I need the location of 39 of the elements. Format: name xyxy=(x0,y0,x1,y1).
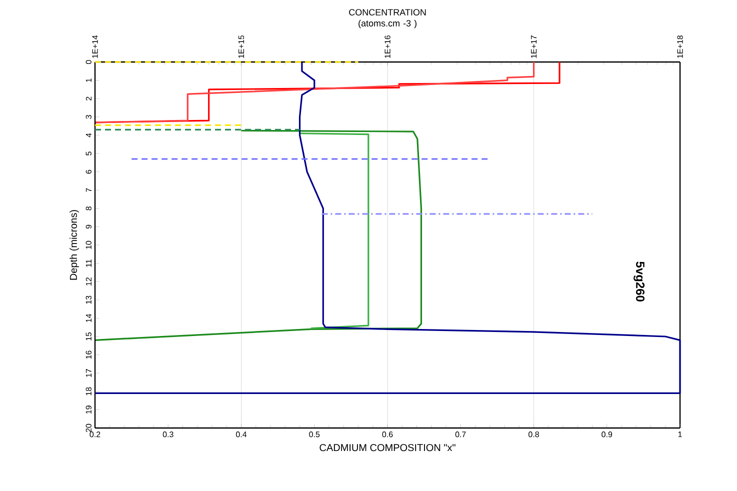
y-tick-label: 14 xyxy=(86,314,92,322)
y-tick-label: 2 xyxy=(86,96,92,100)
x-tick-label: 0.6 xyxy=(382,432,393,438)
x2-axis-title: CONCENTRATION (atoms.cm -3 ) xyxy=(349,9,426,28)
y-tick-label: 3 xyxy=(86,115,92,119)
y-tick-label: 15 xyxy=(86,332,92,340)
y-tick-label: 16 xyxy=(86,350,92,359)
x-tick-label: 0.4 xyxy=(236,432,247,438)
y-tick-label: 20 xyxy=(86,424,92,432)
x-tick-label: 1 xyxy=(678,432,682,438)
y-tick-label: 7 xyxy=(86,188,92,192)
y-tick-label: 5 xyxy=(86,152,92,156)
y-tick-label: 13 xyxy=(86,296,92,304)
y-tick-label: 8 xyxy=(86,206,92,210)
y-tick-label: 6 xyxy=(86,170,92,174)
y-tick-label: 18 xyxy=(86,387,92,396)
x2-tick-label: 1E+15 xyxy=(238,35,244,58)
y-axis-title: Depth (microns) xyxy=(70,210,79,280)
x2-tick-label: 1E+16 xyxy=(384,35,390,58)
x-tick-label: 0.3 xyxy=(162,432,174,438)
x-axis-title: CADMIUM COMPOSITION "x" xyxy=(320,444,456,452)
y-tick-label: 0 xyxy=(86,60,92,64)
y-tick-label: 11 xyxy=(86,260,92,267)
y-tick-label: 17 xyxy=(86,369,92,377)
x-tick-label: 0.8 xyxy=(528,432,539,438)
y-tick-label: 1 xyxy=(86,78,92,82)
y-tick-label: 9 xyxy=(86,224,92,229)
y-tick-label: 10 xyxy=(86,240,92,249)
x-tick-label: 0.2 xyxy=(90,432,100,438)
x-tick-label: 0.5 xyxy=(309,432,320,438)
x2-tick-label: 1E+17 xyxy=(531,36,537,58)
y-tick-label: 12 xyxy=(86,278,92,286)
y-tick-label: 19 xyxy=(86,406,92,414)
x-tick-label: 0.9 xyxy=(602,432,612,438)
y-tick-label: 4 xyxy=(86,133,92,138)
annotation: 5vg260 xyxy=(634,262,645,302)
x2-tick-label: 1E+18 xyxy=(677,35,683,58)
x-tick-label: 0.7 xyxy=(455,432,466,438)
x2-tick-label: 1E+14 xyxy=(92,35,98,58)
